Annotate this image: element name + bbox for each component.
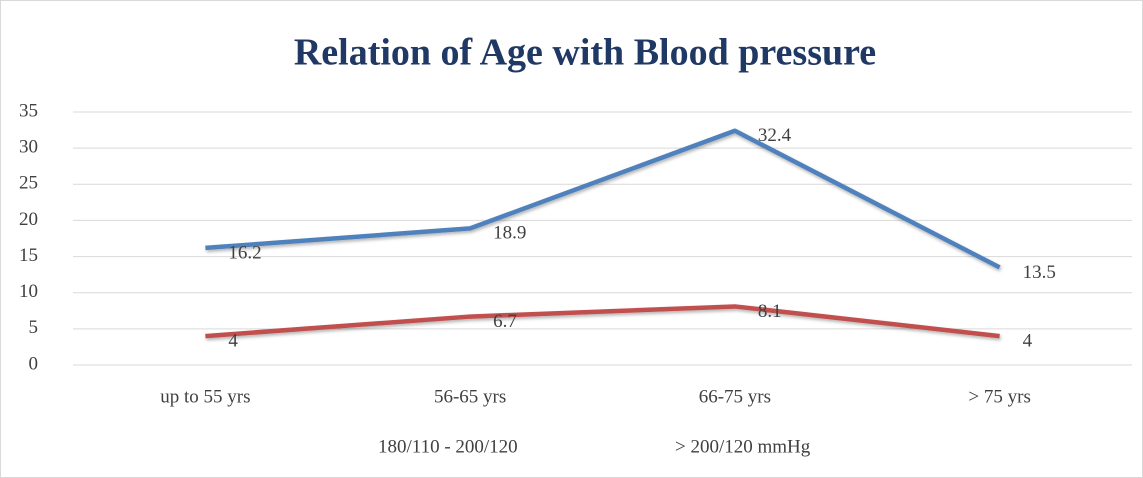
- legend-label: > 200/120 mmHg: [675, 436, 811, 457]
- legend-label: 180/110 - 200/120: [378, 436, 518, 457]
- data-label: 4: [1023, 330, 1033, 351]
- x-tick-label: > 75 yrs: [968, 386, 1030, 407]
- y-tick-label: 20: [19, 209, 38, 230]
- y-tick-label: 35: [19, 100, 38, 121]
- y-tick-label: 30: [19, 137, 38, 158]
- y-tick-label: 10: [19, 281, 38, 302]
- y-tick-label: 5: [29, 317, 39, 338]
- x-tick-label: 56-65 yrs: [434, 386, 506, 407]
- y-tick-label: 25: [19, 173, 38, 194]
- data-label: 16.2: [228, 242, 261, 263]
- data-label: 13.5: [1023, 262, 1056, 283]
- x-tick-label: 66-75 yrs: [699, 386, 771, 407]
- data-label: 18.9: [493, 223, 526, 244]
- y-tick-label: 0: [29, 353, 39, 374]
- data-label: 32.4: [758, 125, 792, 146]
- data-label: 4: [228, 330, 238, 351]
- y-tick-label: 15: [19, 245, 38, 266]
- series-line: [205, 128, 1001, 270]
- data-label: 8.1: [758, 301, 782, 322]
- series-line: [205, 304, 1000, 339]
- chart-title: Relation of Age with Blood pressure: [294, 32, 876, 74]
- x-tick-label: up to 55 yrs: [160, 386, 250, 407]
- data-label: 6.7: [493, 311, 517, 332]
